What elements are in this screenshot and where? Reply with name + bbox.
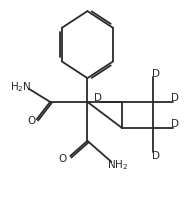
Text: D: D [94,93,102,103]
Text: O: O [27,116,35,126]
Text: D: D [152,69,160,79]
Text: D: D [171,119,179,129]
Text: D: D [171,93,179,103]
Text: H$_2$N: H$_2$N [10,80,31,94]
Text: O: O [58,154,66,164]
Text: NH$_2$: NH$_2$ [107,158,128,171]
Text: D: D [152,151,160,161]
